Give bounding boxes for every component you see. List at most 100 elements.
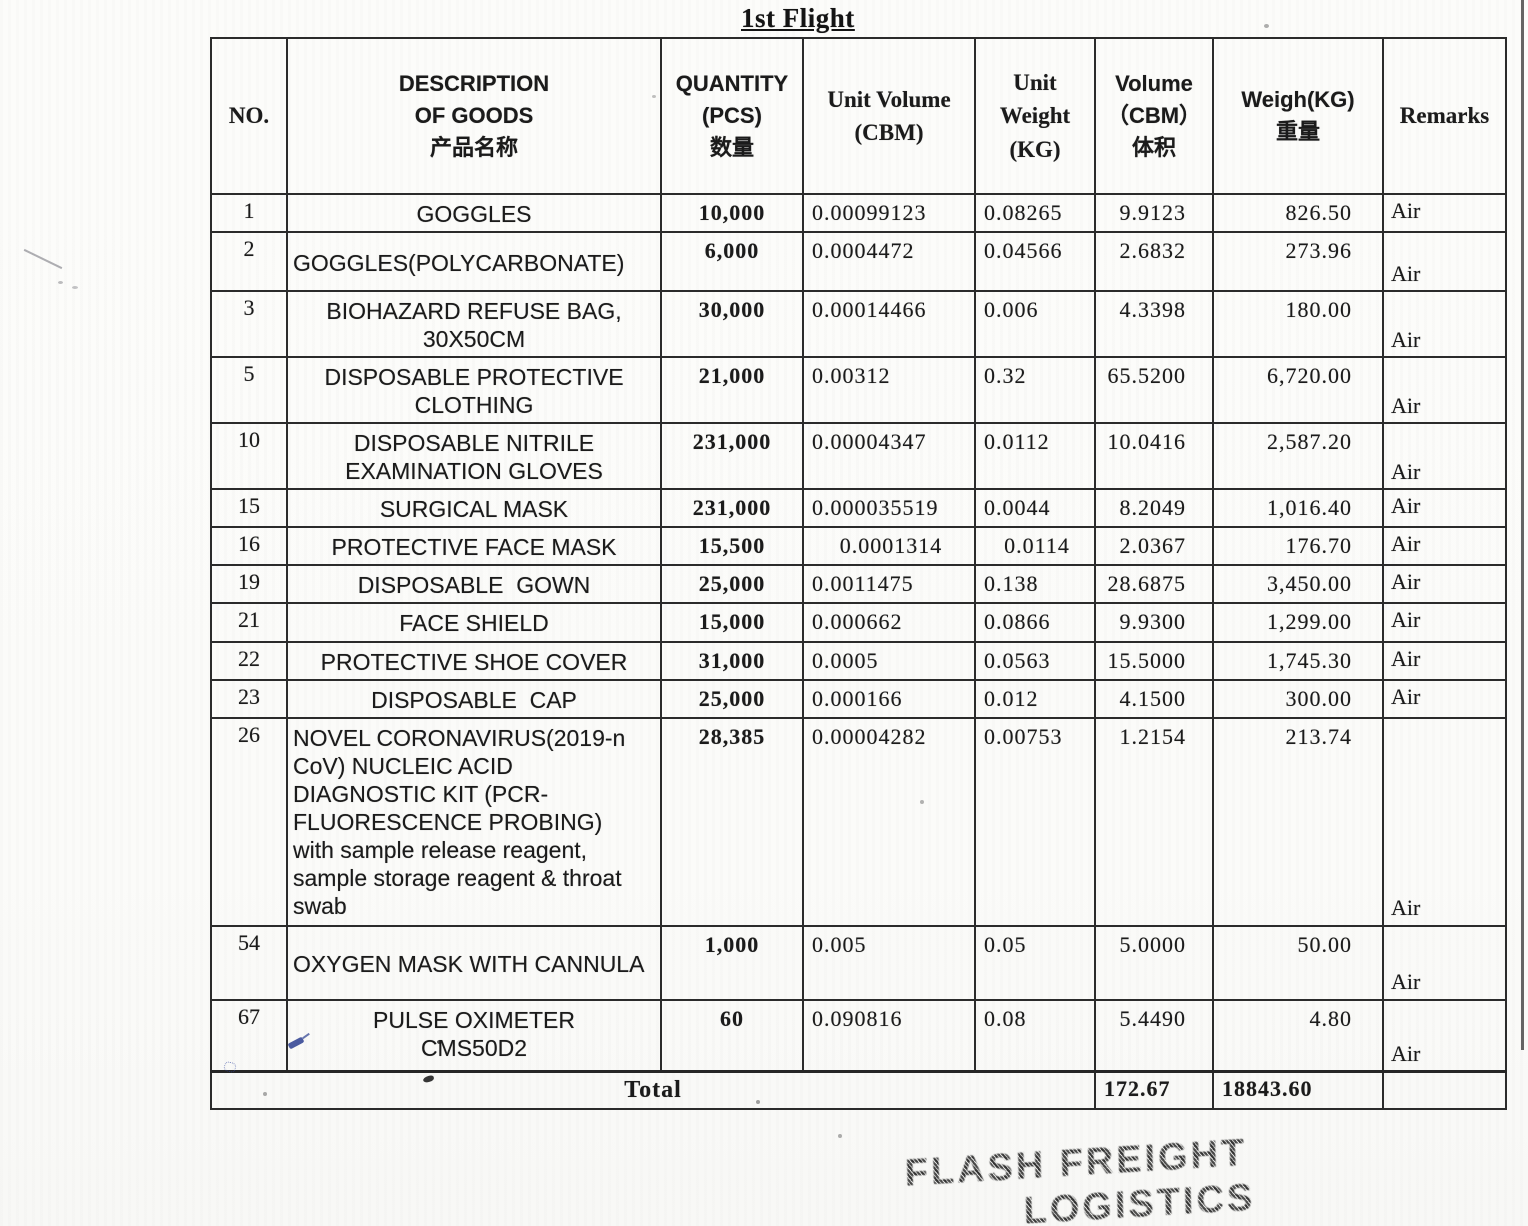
ink-speck bbox=[920, 800, 924, 804]
scan-edge-line bbox=[1521, 0, 1524, 1050]
cell-unit-volume: 0.0011475 bbox=[802, 564, 976, 605]
header-volume: Volume （CBM） 体积 bbox=[1094, 37, 1214, 195]
header-description: DESCRIPTION OF GOODS 产品名称 bbox=[286, 37, 662, 195]
table-row: 2 GOGGLES(POLYCARBONATE) 6,000 0.0004472 0.0… bbox=[210, 231, 1507, 293]
cell-unit-volume: 0.000166 bbox=[802, 678, 976, 719]
cell-volume: 65.5200 bbox=[1094, 356, 1214, 425]
ink-speck bbox=[1264, 24, 1269, 28]
cell-unit-weight: 0.08 bbox=[974, 998, 1096, 1073]
cell-unit-volume: 0.090816 bbox=[802, 998, 976, 1073]
cell-remarks: Air bbox=[1382, 526, 1507, 567]
cell-unit-volume: 0.00004282 bbox=[802, 716, 976, 927]
cell-description: NOVEL CORONAVIRUS(2019-n CoV) NUCLEIC AC… bbox=[286, 716, 662, 927]
cell-quantity: 1,000 bbox=[660, 924, 804, 1001]
table-row: 5 DISPOSABLE PROTECTIVE CLOTHING 21,000 0.0… bbox=[210, 356, 1507, 425]
cell-no: 22 bbox=[210, 640, 288, 681]
cell-unit-volume: 0.00004347 bbox=[802, 422, 976, 491]
cell-description: BIOHAZARD REFUSE BAG, 30X50CM bbox=[286, 290, 662, 359]
cell-remarks: Air bbox=[1382, 678, 1507, 719]
cell-quantity: 30,000 bbox=[660, 290, 804, 359]
pencil-speck bbox=[72, 286, 78, 289]
cell-no: 54 bbox=[210, 924, 288, 1001]
cell-unit-weight: 0.0563 bbox=[974, 640, 1096, 681]
header-row: NO. DESCRIPTION OF GOODS 产品名称 QUANTITY (… bbox=[210, 37, 1507, 195]
cell-weight: 6,720.00 bbox=[1212, 356, 1384, 425]
cell-no: 3 bbox=[210, 290, 288, 359]
cell-volume: 2.6832 bbox=[1094, 231, 1214, 293]
cell-unit-volume: 0.0001314 bbox=[802, 526, 976, 567]
table-row: 19 DISPOSABLE GOWN 25,000 0.0011475 0.138 28.… bbox=[210, 564, 1507, 605]
cell-weight: 213.74 bbox=[1212, 716, 1384, 927]
cell-volume: 5.4490 bbox=[1094, 998, 1214, 1073]
cell-unit-weight: 0.138 bbox=[974, 564, 1096, 605]
cell-quantity: 21,000 bbox=[660, 356, 804, 425]
header-no: NO. bbox=[210, 37, 288, 195]
cell-weight: 2,587.20 bbox=[1212, 422, 1384, 491]
cell-quantity: 15,000 bbox=[660, 602, 804, 643]
cell-unit-weight: 0.0866 bbox=[974, 602, 1096, 643]
cell-remarks: Air bbox=[1382, 924, 1507, 1001]
cell-unit-weight: 0.0044 bbox=[974, 488, 1096, 529]
cell-no: 67 bbox=[210, 998, 288, 1073]
table-row: 1 GOGGLES 10,000 0.00099123 0.08265 9.9123 826… bbox=[210, 192, 1507, 234]
cell-weight: 273.96 bbox=[1212, 231, 1384, 293]
cell-unit-weight: 0.00753 bbox=[974, 716, 1096, 927]
cell-no: 19 bbox=[210, 564, 288, 605]
cell-no: 5 bbox=[210, 356, 288, 425]
cell-quantity: 231,000 bbox=[660, 422, 804, 491]
cell-unit-volume: 0.000662 bbox=[802, 602, 976, 643]
cell-weight: 1,745.30 bbox=[1212, 640, 1384, 681]
total-remarks-empty bbox=[1382, 1070, 1507, 1110]
cell-no: 10 bbox=[210, 422, 288, 491]
ink-speck bbox=[437, 1040, 442, 1044]
cell-volume: 4.3398 bbox=[1094, 290, 1214, 359]
cell-weight: 1,299.00 bbox=[1212, 602, 1384, 643]
cell-remarks: Air bbox=[1382, 488, 1507, 529]
cell-volume: 2.0367 bbox=[1094, 526, 1214, 567]
cargo-manifest-table: NO. DESCRIPTION OF GOODS 产品名称 QUANTITY (… bbox=[210, 37, 1507, 1110]
ink-speck bbox=[838, 1134, 842, 1138]
cell-description: SURGICAL MASK bbox=[286, 488, 662, 529]
cell-volume: 4.1500 bbox=[1094, 678, 1214, 719]
cell-description: OXYGEN MASK WITH CANNULA bbox=[286, 924, 662, 1001]
table-row: 54 OXYGEN MASK WITH CANNULA 1,000 0.005 0.05… bbox=[210, 924, 1507, 1001]
cell-quantity: 15,500 bbox=[660, 526, 804, 567]
cell-weight: 300.00 bbox=[1212, 678, 1384, 719]
total-weight: 18843.60 bbox=[1212, 1070, 1384, 1110]
cell-description: PROTECTIVE SHOE COVER bbox=[286, 640, 662, 681]
cell-unit-volume: 0.0005 bbox=[802, 640, 976, 681]
cell-quantity: 60 bbox=[660, 998, 804, 1073]
header-quantity: QUANTITY (PCS) 数量 bbox=[660, 37, 804, 195]
cell-weight: 826.50 bbox=[1212, 192, 1384, 234]
cell-weight: 4.80 bbox=[1212, 998, 1384, 1073]
header-unit-weight: Unit Weight (KG) bbox=[974, 37, 1096, 195]
table-body: 1 GOGGLES 10,000 0.00099123 0.08265 9.9123 826… bbox=[210, 192, 1507, 1073]
header-unit-volume: Unit Volume (CBM) bbox=[802, 37, 976, 195]
cell-unit-volume: 0.0004472 bbox=[802, 231, 976, 293]
table-row: 16 PROTECTIVE FACE MASK 15,500 0.0001314 0.0… bbox=[210, 526, 1507, 567]
cell-unit-weight: 0.0114 bbox=[974, 526, 1096, 567]
cell-quantity: 28,385 bbox=[660, 716, 804, 927]
cell-no: 16 bbox=[210, 526, 288, 567]
page-title: 1st Flight bbox=[741, 3, 855, 33]
cell-description: GOGGLES bbox=[286, 192, 662, 234]
cell-remarks: Air bbox=[1382, 640, 1507, 681]
ink-speck bbox=[756, 1100, 760, 1104]
cell-remarks: Air bbox=[1382, 564, 1507, 605]
cell-remarks: Air bbox=[1382, 602, 1507, 643]
cell-no: 15 bbox=[210, 488, 288, 529]
total-volume: 172.67 bbox=[1094, 1070, 1214, 1110]
cell-unit-volume: 0.005 bbox=[802, 924, 976, 1001]
cell-unit-volume: 0.00312 bbox=[802, 356, 976, 425]
table-row: 26 NOVEL CORONAVIRUS(2019-n CoV) NUCLEIC … bbox=[210, 716, 1507, 927]
cell-volume: 8.2049 bbox=[1094, 488, 1214, 529]
cell-description: DISPOSABLE GOWN bbox=[286, 564, 662, 605]
table-header: NO. DESCRIPTION OF GOODS 产品名称 QUANTITY (… bbox=[210, 37, 1507, 195]
cell-unit-weight: 0.05 bbox=[974, 924, 1096, 1001]
ink-speck bbox=[263, 1092, 267, 1096]
cell-quantity: 6,000 bbox=[660, 231, 804, 293]
cell-remarks: Air bbox=[1382, 998, 1507, 1073]
table-footer: Total 172.67 18843.60 bbox=[210, 1070, 1507, 1110]
pencil-speck bbox=[58, 281, 63, 284]
